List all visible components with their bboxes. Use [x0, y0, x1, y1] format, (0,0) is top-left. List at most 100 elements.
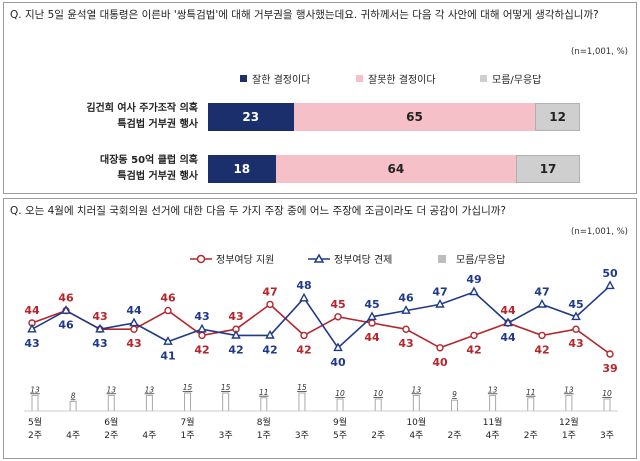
bar-segment: 18 — [208, 155, 276, 183]
unknown-bar-label: 10 — [335, 389, 345, 398]
unknown-bars: 13 8 13 13 15 15 11 15 10 10 13 9 13 11 13 10 — [24, 383, 618, 412]
x-tick-month: 8월 — [257, 416, 271, 428]
data-point — [368, 319, 376, 327]
unknown-bar — [412, 394, 420, 412]
data-point — [436, 344, 444, 352]
data-label: 47 — [262, 285, 277, 298]
data-label: 41 — [160, 350, 175, 363]
data-label: 42 — [194, 343, 209, 356]
data-label: 44 — [126, 304, 142, 317]
x-tick-week: 4주 — [486, 430, 500, 441]
unknown-bar — [450, 399, 458, 412]
data-point — [333, 342, 343, 352]
unknown-bar-label: 9 — [452, 390, 457, 399]
data-label: 47 — [534, 285, 549, 298]
legend-label: 정부여당 지원 — [216, 254, 274, 266]
unknown-bar-label: 13 — [564, 385, 574, 394]
x-tick-week: 1주 — [562, 430, 576, 441]
x-tick-week: 3주 — [219, 430, 233, 441]
x-axis: 5월 2주 4주 6월 2주 4주 7월 1주 3주 8월 1주 3주 9월 5주 2주 10월 4주 2주 11월… — [28, 416, 614, 441]
row-label-line: 대장동 50억 클럽 의혹 — [100, 155, 198, 166]
legend-item-disapprove: 잘못한 결정이다 — [356, 71, 436, 86]
legend-swatch-disapprove — [356, 75, 363, 82]
series-line — [31, 303, 611, 355]
data-label: 43 — [92, 337, 107, 350]
data-point — [163, 336, 173, 345]
data-label: 50 — [602, 267, 618, 280]
legend-swatch-unknown — [480, 75, 487, 82]
data-point — [130, 325, 138, 333]
legend-swatch-approve — [240, 75, 247, 82]
data-point — [27, 323, 37, 333]
data-point — [605, 280, 615, 290]
unknown-bar — [222, 392, 230, 412]
data-point — [334, 313, 342, 321]
data-point — [470, 331, 478, 340]
data-label: 46 — [58, 292, 74, 305]
stacked-bar-kim-keon-hee: 23 65 12 — [208, 103, 580, 131]
data-point — [503, 317, 513, 327]
data-label: 43 — [24, 337, 39, 350]
x-tick-week: 2주 — [28, 430, 42, 441]
legend-label: 정부여당 견제 — [334, 254, 392, 266]
data-label: 40 — [330, 356, 346, 369]
data-label: 42 — [466, 343, 481, 356]
bar-segment: 23 — [208, 103, 294, 131]
data-point — [572, 325, 580, 333]
data-point — [95, 323, 105, 333]
x-tick-month: 6월 — [104, 416, 118, 428]
unknown-bar-label: 10 — [373, 389, 383, 398]
row-label-line: 김건희 여사 주가조작 의혹 — [86, 103, 198, 114]
question-1-title: Q. 지난 5일 윤석열 대통령은 이른바 '쌍특검법'에 대해 거부권을 행사… — [10, 9, 599, 21]
stacked-bar-daejang-dong: 18 64 17 — [208, 155, 580, 183]
unknown-bar-label: 15 — [221, 383, 231, 392]
veto-evaluation-panel: Q. 지난 5일 윤석열 대통령은 이른바 '쌍특검법'에 대해 거부권을 행사… — [3, 2, 637, 194]
unknown-bar — [374, 398, 382, 412]
data-label: 47 — [432, 285, 447, 298]
data-label: 44 — [24, 304, 40, 317]
x-tick-week: 3주 — [600, 430, 614, 441]
data-point — [164, 306, 172, 315]
data-label: 44 — [500, 304, 516, 317]
data-label: 45 — [330, 298, 345, 311]
x-tick-week: 2주 — [447, 430, 461, 441]
data-point — [469, 286, 479, 296]
unknown-bar-label: 8 — [71, 391, 76, 400]
data-point — [537, 298, 547, 308]
bar-segment: 12 — [535, 103, 580, 131]
legend-marker — [196, 254, 206, 264]
data-label: 49 — [466, 273, 481, 286]
data-label: 45 — [364, 298, 379, 311]
x-tick-week: 1주 — [181, 430, 195, 441]
x-tick-month: 9월 — [333, 416, 347, 428]
data-point — [401, 305, 411, 314]
data-label: 39 — [602, 362, 617, 375]
x-tick-week: 4주 — [142, 430, 156, 441]
x-tick-week: 4주 — [409, 430, 423, 441]
data-label: 44 — [364, 331, 380, 344]
trend-lines: 44 43 46 46 43 43 43 44 46 41 42 43 43 42 47 42 42 48 45 40… — [24, 267, 618, 375]
data-point — [198, 331, 206, 340]
x-tick-week: 4주 — [66, 430, 80, 441]
legend-marker — [313, 253, 325, 263]
unknown-bar — [31, 394, 39, 412]
data-point — [231, 329, 241, 339]
unknown-bar-label: 15 — [297, 383, 307, 392]
unknown-bar-label: 13 — [412, 385, 422, 394]
data-label: 43 — [194, 310, 209, 323]
unknown-bar-label: 11 — [526, 388, 536, 397]
trend-chart: 정부여당 지원 정부여당 견제 모름/무응답 13 8 13 13 15 15 11 15 10 10… — [24, 253, 618, 441]
data-label: 46 — [160, 292, 176, 305]
unknown-bar — [298, 392, 306, 412]
data-point — [402, 325, 410, 333]
data-label: 44 — [500, 331, 516, 344]
x-tick-week: 2주 — [371, 430, 385, 441]
unknown-bar-label: 15 — [183, 383, 193, 392]
data-point — [61, 305, 71, 314]
data-point — [538, 331, 546, 340]
unknown-bar — [565, 394, 573, 412]
unknown-bar-label: 13 — [30, 385, 40, 394]
sample-note-2: (n=1,001, %) — [571, 227, 628, 237]
data-point — [435, 298, 445, 308]
row-label-daejang-dong: 대장동 50억 클럽 의혹 특검법 거부권 행사 — [8, 153, 198, 185]
